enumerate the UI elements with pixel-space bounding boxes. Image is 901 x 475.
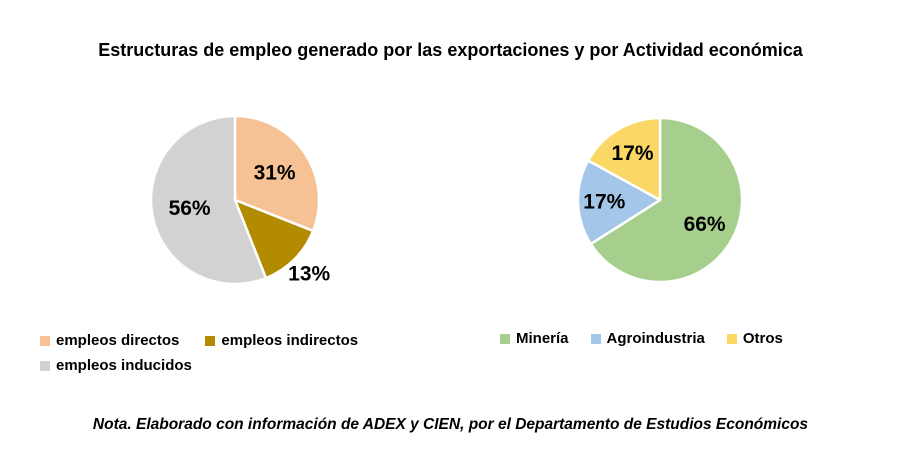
legend-item-empleos-indirectos: empleos indirectos: [205, 332, 358, 349]
figure-title: Estructuras de empleo generado por las e…: [98, 40, 803, 60]
pie-data-label-empleos-indirectos: 13%: [288, 263, 330, 286]
legend-actividad-economica: Minería Agroindustria Otros: [500, 330, 783, 347]
legend-item-otros: Otros: [726, 330, 783, 347]
pie-slice-empleos-directos: [233, 114, 321, 233]
pie-slice-mineria: [589, 116, 744, 284]
pie-slice-otros: [586, 116, 662, 202]
legend-label-empleos-directos: empleos directos: [56, 332, 180, 349]
legend-label-empleos-indirectos: empleos indirectos: [221, 332, 359, 349]
pie-data-label-agroindustria: 17%: [583, 190, 625, 213]
pie-data-label-empleos-inducidos: 56%: [169, 197, 211, 220]
source-note: Nota. Elaborado con información de ADEX …: [92, 416, 809, 433]
legend-label-otros: Otros: [742, 330, 783, 347]
legend-empleo-exportaciones: empleos directos empleos indirectos empleo…: [40, 332, 412, 374]
pie-chart-empleo-exportaciones: 31% 13% 56%: [149, 114, 331, 286]
pie-data-label-otros: 17%: [611, 142, 653, 165]
legend-swatch-empleos-inducidos: [40, 360, 50, 371]
legend-swatch-empleos-indirectos: [205, 335, 216, 346]
legend-swatch-agroindustria: [590, 333, 601, 344]
legend-label-empleos-inducidos: empleos inducidos: [56, 357, 192, 374]
legend-item-agroindustria: Agroindustria: [590, 330, 705, 347]
legend-label-mineria: Minería: [516, 330, 569, 347]
legend-swatch-otros: [726, 333, 737, 344]
pie-slice-empleos-indirectos: [233, 198, 315, 280]
legend-item-mineria: Minería: [500, 330, 569, 347]
pie-slice-empleos-inducidos: [149, 114, 268, 286]
legend-swatch-mineria: [500, 333, 510, 344]
pie-data-label-empleos-directos: 31%: [254, 162, 296, 185]
legend-item-empleos-inducidos: empleos inducidos: [40, 357, 192, 374]
legend-label-agroindustria: Agroindustria: [606, 330, 705, 347]
pie-data-label-mineria: 66%: [684, 213, 726, 236]
legend-item-empleos-directos: empleos directos: [40, 332, 179, 349]
pie-chart-actividad-economica: 66% 17% 17%: [576, 116, 744, 284]
legend-swatch-empleos-directos: [40, 335, 50, 346]
pie-slice-agroindustria: [576, 159, 662, 246]
